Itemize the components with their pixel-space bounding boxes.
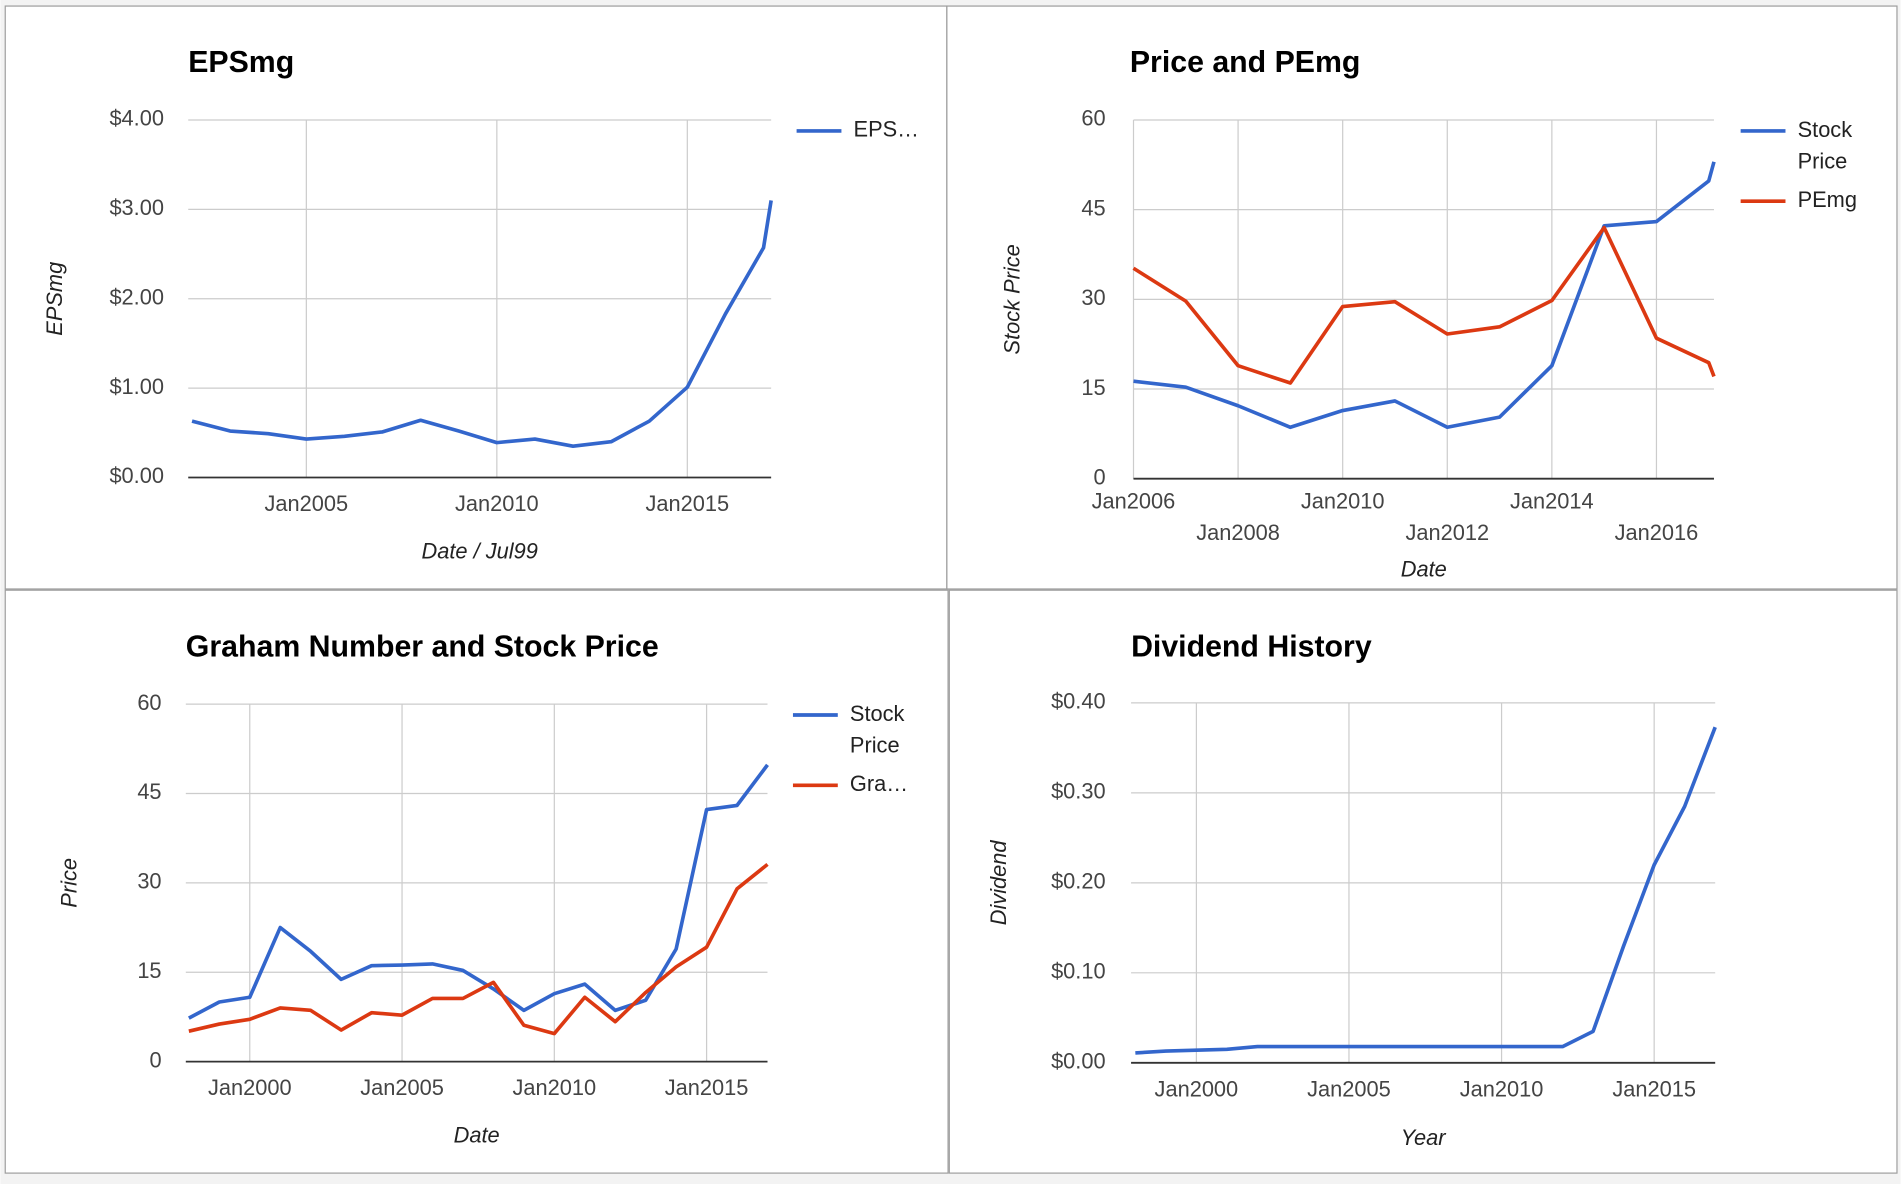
y-tick-label: $0.30 — [1051, 779, 1106, 804]
y-tick-label: 60 — [137, 690, 161, 715]
y-axis-label: Price — [56, 858, 81, 908]
data-line — [1132, 225, 1716, 385]
chart-title: Dividend History — [1131, 630, 1372, 663]
data-line — [191, 200, 773, 449]
data-line — [188, 763, 769, 1020]
legend-label: Stock Price — [1798, 117, 1853, 174]
chart-title: Price and PEmg — [1130, 46, 1361, 79]
x-tick-label: Jan2015 — [646, 491, 730, 516]
x-tick-label: Jan2000 — [208, 1075, 292, 1100]
x-tick-label: Jan2016 — [1615, 520, 1699, 545]
y-tick-label: $2.00 — [109, 284, 164, 309]
x-tick-label: Jan2010 — [1301, 489, 1385, 514]
y-tick-label: 45 — [1081, 195, 1105, 220]
chart-panel — [4, 589, 949, 1174]
x-tick-label: Jan2006 — [1092, 489, 1176, 514]
y-tick-label: 30 — [1081, 285, 1105, 310]
x-tick-label: Jan2014 — [1510, 489, 1594, 514]
x-axis-label: Date — [1401, 557, 1447, 582]
y-tick-label: $0.00 — [109, 463, 164, 488]
y-tick-label: 0 — [149, 1047, 161, 1072]
x-tick-label: Jan2012 — [1405, 520, 1489, 545]
y-tick-label: $3.00 — [109, 195, 164, 220]
chart-panel — [946, 5, 1898, 590]
y-tick-label: 45 — [137, 779, 161, 804]
x-tick-label: Jan2010 — [1460, 1076, 1544, 1101]
y-axis-label: Stock Price — [999, 244, 1024, 354]
x-tick-label: Jan2005 — [1307, 1076, 1391, 1101]
x-tick-label: Jan2000 — [1155, 1076, 1239, 1101]
data-line — [1133, 161, 1716, 430]
y-axis-label: EPSmg — [42, 262, 67, 336]
x-tick-label: Jan2015 — [1612, 1076, 1696, 1101]
x-tick-label: Jan2005 — [360, 1075, 444, 1100]
x-tick-label: Jan2008 — [1196, 520, 1280, 545]
y-tick-label: $0.10 — [1051, 959, 1106, 984]
y-tick-label: $0.00 — [1051, 1049, 1106, 1074]
y-tick-label: $0.40 — [1051, 689, 1106, 714]
y-tick-label: 60 — [1081, 106, 1105, 131]
y-tick-label: 0 — [1093, 464, 1105, 489]
chart-panel — [948, 589, 1898, 1174]
x-tick-label: Jan2010 — [455, 491, 539, 516]
data-line — [188, 862, 769, 1036]
x-tick-label: Jan2015 — [665, 1075, 749, 1100]
legend-label: EPS… — [854, 117, 919, 142]
legend-label: Stock Price — [850, 701, 905, 758]
legend-label: PEmg — [1798, 187, 1857, 212]
x-axis-label: Year — [1401, 1125, 1447, 1150]
y-tick-label: $4.00 — [109, 106, 164, 131]
y-tick-label: 30 — [137, 869, 161, 894]
x-axis-label: Date — [454, 1123, 500, 1148]
y-tick-label: $1.00 — [109, 374, 164, 399]
x-tick-label: Jan2010 — [512, 1075, 596, 1100]
y-tick-label: 15 — [1081, 375, 1105, 400]
chart-title: EPSmg — [188, 46, 294, 79]
chart-panel — [4, 5, 948, 590]
x-tick-label: Jan2005 — [265, 491, 349, 516]
y-tick-label: $0.20 — [1051, 869, 1106, 894]
x-axis-label: Date / Jul99 — [422, 538, 538, 563]
chart-title: Graham Number and Stock Price — [186, 630, 659, 663]
legend-label: Gra… — [850, 771, 908, 796]
y-tick-label: 15 — [137, 958, 161, 983]
data-line — [1135, 726, 1717, 1055]
y-axis-label: Dividend — [986, 840, 1011, 926]
